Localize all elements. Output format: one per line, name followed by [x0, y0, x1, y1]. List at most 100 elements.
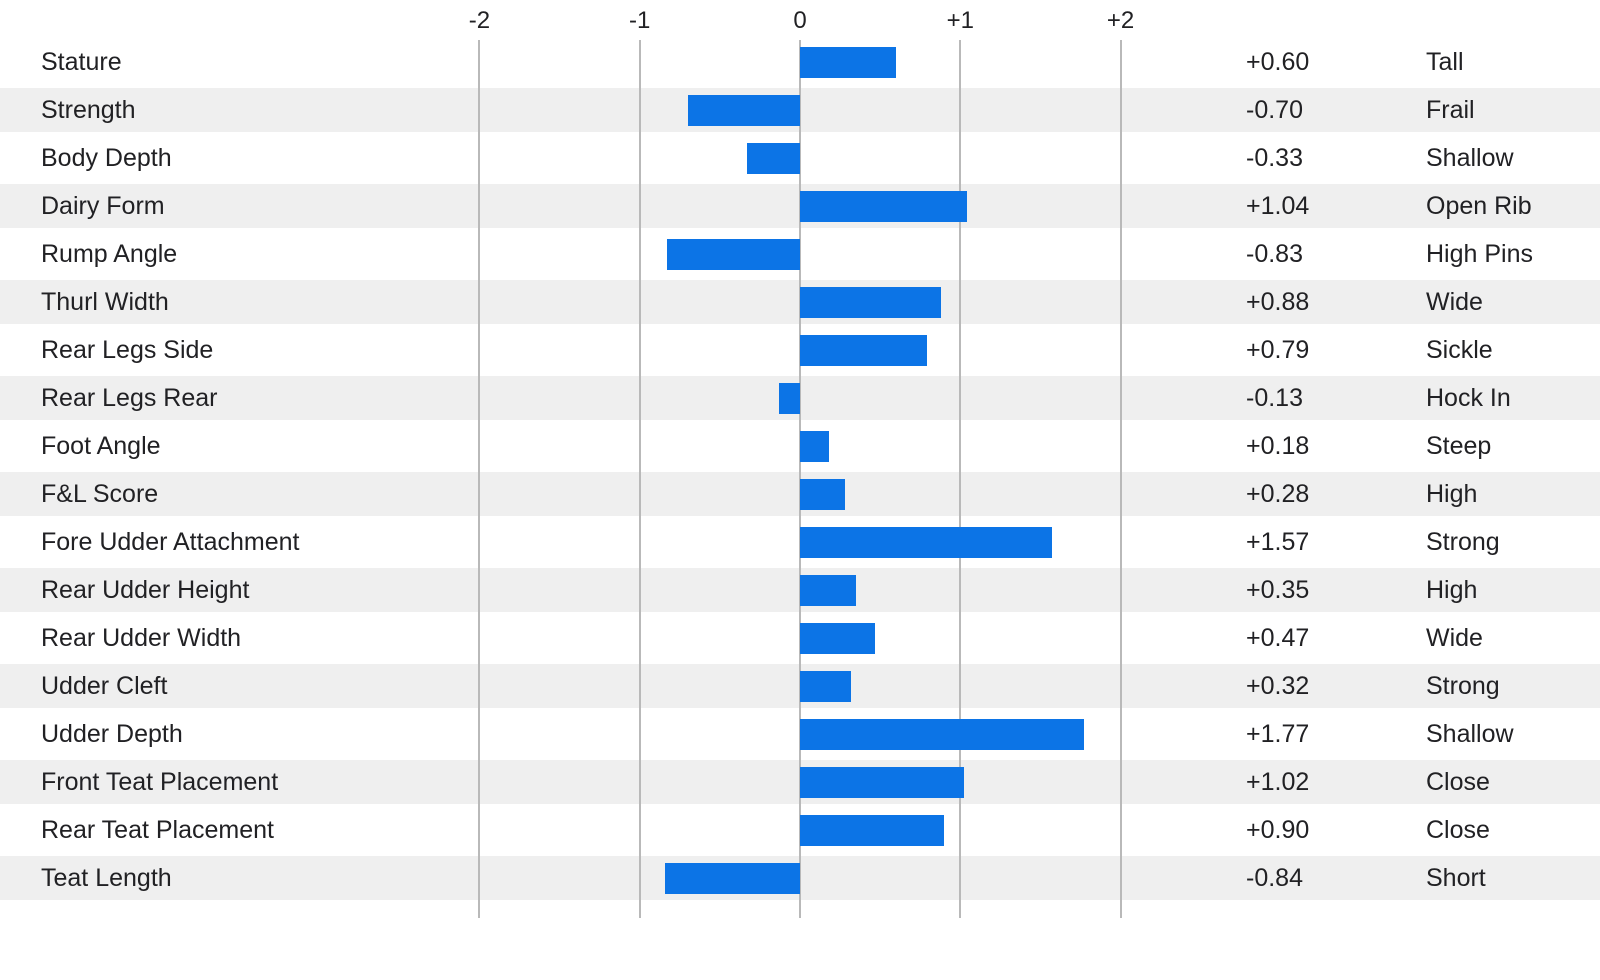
- trait-value: -0.84: [1246, 863, 1303, 892]
- trait-bar: [800, 46, 897, 78]
- trait-bar: [800, 574, 857, 606]
- trait-name: Rear Udder Height: [41, 575, 250, 604]
- axis-tick-label: 0: [793, 7, 807, 34]
- trait-value: +0.79: [1246, 335, 1310, 364]
- trait-name: Front Teat Placement: [41, 767, 279, 796]
- trait-name: Dairy Form: [41, 191, 165, 220]
- trait-value: -0.70: [1246, 95, 1303, 124]
- trait-descriptor: High: [1426, 479, 1478, 508]
- trait-bar: [800, 622, 876, 654]
- trait-bar: [800, 286, 942, 318]
- trait-value: -0.33: [1246, 143, 1303, 172]
- trait-name: Stature: [41, 47, 122, 76]
- trait-descriptor: Tall: [1426, 47, 1464, 76]
- trait-bar: [800, 766, 964, 798]
- trait-row: Front Teat Placement +1.02 Close: [0, 758, 1600, 806]
- trait-name: Rear Legs Rear: [41, 383, 218, 412]
- trait-row: Strength -0.70 Frail: [0, 86, 1600, 134]
- trait-value: +1.57: [1246, 527, 1310, 556]
- trait-name: Rump Angle: [41, 239, 178, 268]
- trait-value: +1.04: [1246, 191, 1310, 220]
- trait-row: Stature +0.60 Tall: [0, 38, 1600, 86]
- trait-bar: [779, 382, 800, 414]
- trait-name: F&L Score: [41, 479, 159, 508]
- trait-descriptor: Sickle: [1426, 335, 1493, 364]
- trait-bar: [687, 94, 800, 126]
- trait-bar: [747, 142, 800, 174]
- trait-name: Fore Udder Attachment: [41, 527, 300, 556]
- trait-name: Thurl Width: [41, 287, 169, 316]
- trait-bar: [800, 478, 845, 510]
- gridline: [1119, 40, 1122, 918]
- trait-bar: [665, 862, 800, 894]
- trait-row: Rear Legs Side +0.79 Sickle: [0, 326, 1600, 374]
- axis-tick-label: +2: [1106, 7, 1135, 34]
- trait-value: +0.90: [1246, 815, 1310, 844]
- trait-descriptor: Open Rib: [1426, 191, 1532, 220]
- trait-value: -0.83: [1246, 239, 1303, 268]
- trait-bar: [800, 814, 945, 846]
- trait-row: Rear Legs Rear -0.13 Hock In: [0, 374, 1600, 422]
- trait-descriptor: Wide: [1426, 623, 1483, 652]
- trait-value: +1.02: [1246, 767, 1310, 796]
- trait-value: +0.88: [1246, 287, 1310, 316]
- axis-tick-label: -1: [629, 7, 651, 34]
- trait-descriptor: Close: [1426, 815, 1490, 844]
- trait-row: Thurl Width +0.88 Wide: [0, 278, 1600, 326]
- trait-descriptor: Short: [1426, 863, 1486, 892]
- trait-value: +0.35: [1246, 575, 1310, 604]
- trait-row: Foot Angle +0.18 Steep: [0, 422, 1600, 470]
- trait-row: Rear Udder Width +0.47 Wide: [0, 614, 1600, 662]
- trait-row: Body Depth -0.33 Shallow: [0, 134, 1600, 182]
- trait-descriptor: Close: [1426, 767, 1490, 796]
- trait-name: Rear Teat Placement: [41, 815, 274, 844]
- trait-bar: [800, 334, 927, 366]
- trait-row: Teat Length -0.84 Short: [0, 854, 1600, 902]
- trait-descriptor: Steep: [1426, 431, 1492, 460]
- axis-tick-label: -2: [468, 7, 491, 34]
- trait-row: Dairy Form +1.04 Open Rib: [0, 182, 1600, 230]
- trait-descriptor: Wide: [1426, 287, 1483, 316]
- trait-row: Udder Depth +1.77 Shallow: [0, 710, 1600, 758]
- trait-row: Rear Udder Height +0.35 High: [0, 566, 1600, 614]
- trait-name: Udder Cleft: [41, 671, 168, 700]
- trait-descriptor: High: [1426, 575, 1478, 604]
- trait-row: Rump Angle -0.83 High Pins: [0, 230, 1600, 278]
- trait-descriptor: Shallow: [1426, 143, 1514, 172]
- trait-value: +0.47: [1246, 623, 1310, 652]
- trait-name: Rear Legs Side: [41, 335, 214, 364]
- trait-name: Rear Udder Width: [41, 623, 242, 652]
- trait-value: +0.18: [1246, 431, 1310, 460]
- trait-bar: [800, 670, 852, 702]
- trait-descriptor: Shallow: [1426, 719, 1514, 748]
- trait-row: Fore Udder Attachment +1.57 Strong: [0, 518, 1600, 566]
- gridline: [478, 40, 481, 918]
- trait-bar: [800, 430, 829, 462]
- trait-descriptor: High Pins: [1426, 239, 1533, 268]
- gridline: [959, 40, 962, 918]
- trait-row: Rear Teat Placement +0.90 Close: [0, 806, 1600, 854]
- trait-descriptor: Strong: [1426, 527, 1500, 556]
- trait-value: +0.60: [1246, 47, 1310, 76]
- trait-bar: [800, 526, 1052, 558]
- trait-descriptor: Frail: [1426, 95, 1475, 124]
- trait-name: Strength: [41, 95, 136, 124]
- trait-name: Body Depth: [41, 143, 172, 172]
- gridline: [638, 40, 641, 918]
- trait-bar: [800, 718, 1084, 750]
- trait-bar: [666, 238, 800, 270]
- trait-value: -0.13: [1246, 383, 1303, 412]
- trait-row: F&L Score +0.28 High: [0, 470, 1600, 518]
- axis-tick-label: +1: [946, 7, 974, 34]
- trait-name: Udder Depth: [41, 719, 183, 748]
- trait-row: Udder Cleft +0.32 Strong: [0, 662, 1600, 710]
- trait-descriptor: Hock In: [1426, 383, 1511, 412]
- trait-name: Teat Length: [41, 863, 172, 892]
- trait-name: Foot Angle: [41, 431, 161, 460]
- trait-value: +1.77: [1246, 719, 1310, 748]
- trait-descriptor: Strong: [1426, 671, 1500, 700]
- trait-value: +0.28: [1246, 479, 1310, 508]
